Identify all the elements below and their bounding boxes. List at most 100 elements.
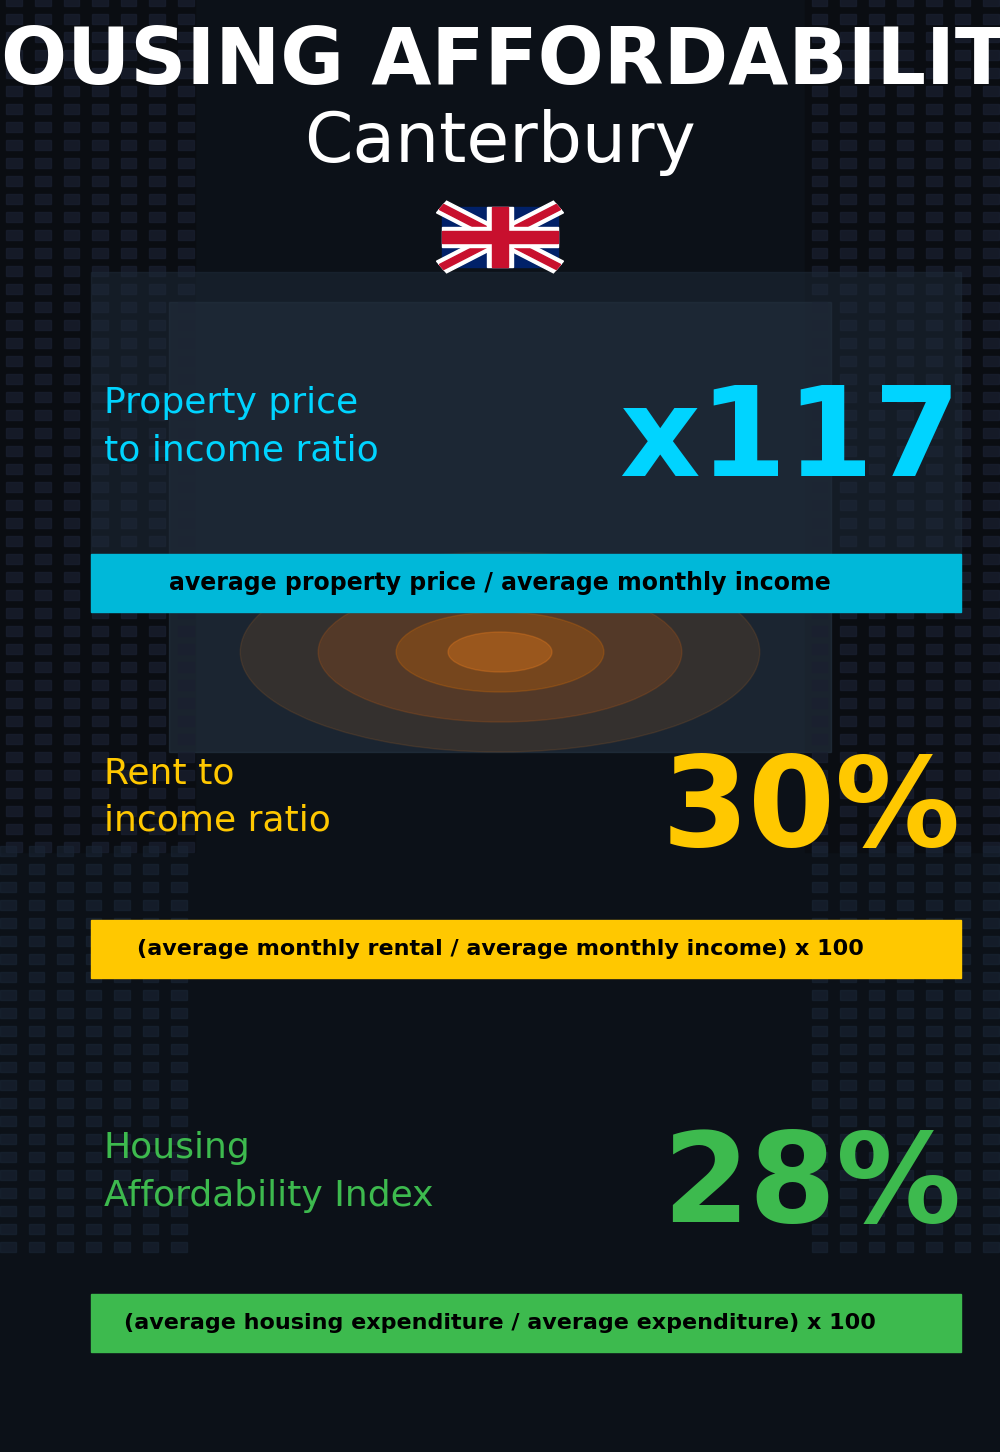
Bar — [869, 32, 884, 42]
Bar — [0, 1061, 16, 1072]
Bar — [35, 68, 51, 78]
Bar — [869, 1098, 884, 1108]
Bar — [143, 1241, 158, 1252]
Bar — [897, 806, 913, 816]
Bar — [35, 122, 51, 132]
Bar — [171, 1080, 187, 1090]
Bar — [92, 49, 108, 60]
Bar — [869, 572, 884, 582]
Bar — [812, 518, 827, 529]
Bar — [178, 428, 194, 439]
Bar — [897, 356, 913, 366]
Bar — [840, 1170, 856, 1180]
Bar — [86, 1117, 101, 1125]
Bar — [6, 465, 22, 473]
Bar — [6, 176, 22, 186]
Bar — [178, 195, 194, 203]
Bar — [171, 954, 187, 964]
Bar — [897, 465, 913, 473]
Bar — [840, 499, 856, 510]
Bar — [840, 864, 856, 874]
Bar — [869, 823, 884, 833]
Bar — [926, 229, 942, 240]
Bar — [955, 806, 970, 816]
Bar — [983, 842, 999, 852]
Bar — [171, 1224, 187, 1234]
Bar — [812, 285, 827, 293]
Bar — [121, 770, 136, 780]
Bar — [57, 1207, 73, 1215]
Bar — [121, 446, 136, 456]
Bar — [6, 499, 22, 510]
Bar — [926, 1008, 942, 1018]
Bar — [35, 590, 51, 600]
Bar — [121, 645, 136, 653]
Bar — [143, 1061, 158, 1072]
Bar — [0, 918, 16, 928]
Bar — [840, 918, 856, 928]
Bar — [29, 918, 44, 928]
Bar — [6, 788, 22, 799]
Bar — [869, 971, 884, 982]
Bar — [114, 1027, 130, 1035]
Bar — [812, 626, 827, 636]
Bar — [178, 680, 194, 690]
Bar — [6, 555, 22, 563]
Bar — [926, 15, 942, 25]
Bar — [840, 555, 856, 563]
Bar — [35, 465, 51, 473]
Bar — [983, 937, 999, 947]
Bar — [64, 86, 79, 96]
Bar — [35, 49, 51, 60]
Bar — [869, 1008, 884, 1018]
Bar — [840, 770, 856, 780]
Bar — [149, 788, 165, 799]
Bar — [812, 1098, 827, 1108]
Bar — [926, 608, 942, 619]
Bar — [171, 1098, 187, 1108]
Bar — [983, 518, 999, 529]
Bar — [897, 49, 913, 60]
Bar — [149, 319, 165, 330]
Bar — [805, 0, 1000, 852]
Bar — [6, 266, 22, 276]
Bar — [0, 1207, 16, 1215]
Bar — [869, 806, 884, 816]
Bar — [35, 662, 51, 672]
Bar — [983, 645, 999, 653]
Bar — [143, 1207, 158, 1215]
Bar — [840, 212, 856, 222]
Bar — [812, 662, 827, 672]
Bar — [955, 1151, 970, 1162]
Bar — [897, 392, 913, 402]
Bar — [171, 1241, 187, 1252]
Bar — [897, 1151, 913, 1162]
Bar — [6, 0, 22, 6]
Bar — [487, 208, 513, 267]
Bar — [114, 937, 130, 947]
Bar — [812, 409, 827, 420]
Bar — [121, 590, 136, 600]
Bar — [121, 735, 136, 743]
Bar — [121, 662, 136, 672]
Bar — [926, 680, 942, 690]
Bar — [178, 338, 194, 348]
Bar — [143, 971, 158, 982]
Bar — [897, 1241, 913, 1252]
Bar — [983, 1224, 999, 1234]
Bar — [897, 626, 913, 636]
Bar — [149, 518, 165, 529]
Bar — [114, 1061, 130, 1072]
Bar — [955, 49, 970, 60]
Bar — [178, 770, 194, 780]
Bar — [92, 32, 108, 42]
Bar — [926, 900, 942, 910]
Bar — [897, 900, 913, 910]
Bar — [897, 881, 913, 892]
Bar — [0, 1188, 16, 1198]
Bar — [442, 231, 558, 242]
Bar — [869, 937, 884, 947]
Bar — [840, 716, 856, 726]
Bar — [35, 0, 51, 6]
Bar — [812, 735, 827, 743]
